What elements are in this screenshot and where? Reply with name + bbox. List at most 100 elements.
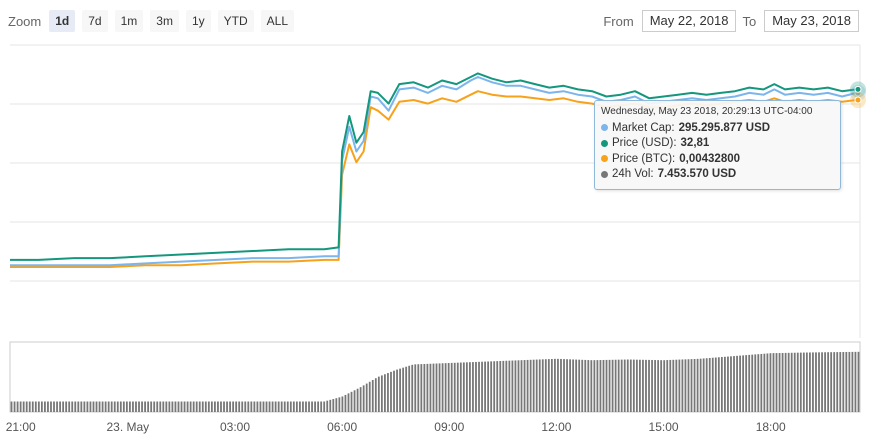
price-btc-hover-marker [854, 96, 862, 104]
zoom-button-1y[interactable]: 1y [185, 10, 211, 32]
volume-bar [751, 354, 754, 412]
x-tick-label: 09:00 [434, 420, 464, 434]
volume-bar [690, 359, 693, 412]
volume-bar [666, 360, 669, 412]
zoom-button-1d[interactable]: 1d [49, 10, 76, 32]
volume-bar [314, 401, 316, 412]
volume-bar [384, 374, 386, 412]
volume-bar [238, 401, 241, 412]
volume-bar [532, 359, 535, 412]
volume-bar [210, 401, 213, 412]
volume-bar [368, 381, 371, 412]
volume-bar [614, 359, 617, 412]
volume-bar [138, 401, 140, 412]
zoom-button-3m[interactable]: 3m [150, 10, 179, 32]
volume-bar [772, 353, 775, 412]
from-date-input[interactable]: May 22, 2018 [641, 10, 737, 32]
volume-bar [335, 398, 338, 412]
volume-bar [678, 359, 681, 412]
volume-bar [220, 401, 222, 412]
volume-bar [292, 401, 295, 412]
volume-bar [235, 401, 238, 412]
volume-bar [295, 401, 298, 412]
volume-bar [566, 359, 568, 412]
volume-bar [62, 401, 65, 412]
volume-bar [98, 401, 101, 412]
volume-bar [848, 351, 851, 412]
volume-bar [620, 359, 623, 412]
volume-bar [550, 358, 553, 412]
volume-bar [796, 352, 799, 412]
volume-bar [262, 401, 265, 412]
volume-bar [286, 401, 289, 412]
volume-bar [40, 401, 43, 412]
volume-bar [733, 356, 735, 412]
volume-bar [541, 359, 544, 412]
to-date-input[interactable]: May 23, 2018 [764, 10, 859, 32]
volume-bar [156, 401, 159, 412]
volume-bar [347, 393, 350, 412]
volume-bar [183, 401, 186, 412]
volume-bar [830, 352, 833, 412]
volume-bar [174, 401, 177, 412]
volume-bar [493, 361, 496, 412]
volume-bar [805, 352, 808, 412]
volume-bar [34, 401, 37, 412]
volume-bar [520, 360, 523, 412]
volume-bar [584, 359, 587, 412]
volume-bar [514, 360, 517, 412]
from-label: From [603, 13, 634, 29]
volume-bar [22, 401, 25, 412]
volume-bar [845, 351, 848, 412]
tooltip-row-market-cap: Market Cap: 295.295.877 USD [601, 120, 834, 136]
volume-bar [827, 352, 830, 412]
volume-bar [651, 359, 653, 412]
volume-bar [387, 373, 389, 412]
volume-bar [31, 401, 34, 412]
volume-bar [89, 401, 92, 412]
volume-bar [13, 401, 16, 412]
volume-bar [107, 401, 110, 412]
zoom-button-1m[interactable]: 1m [114, 10, 144, 32]
volume-dot-icon [601, 170, 608, 178]
volume-bar [19, 401, 22, 412]
volume-bar [517, 360, 520, 412]
volume-bar [842, 352, 845, 412]
volume-bar [593, 360, 596, 412]
volume-bar [10, 401, 13, 412]
zoom-label: Zoom [8, 13, 42, 29]
tooltip-price-btc-value: 0,00432800 [679, 152, 741, 165]
volume-bar [836, 352, 839, 412]
volume-bar [256, 401, 259, 412]
price-btc-dot-icon [601, 155, 608, 163]
volume-bar [37, 401, 40, 412]
volume-bar [323, 401, 326, 412]
zoom-button-all[interactable]: ALL [260, 10, 294, 32]
volume-bar [144, 401, 146, 412]
volume-bar [629, 359, 632, 412]
volume-bar [229, 401, 231, 412]
volume-bar [71, 401, 74, 412]
volume-bar [341, 396, 344, 412]
volume-bar [799, 352, 802, 412]
volume-bar [268, 401, 271, 412]
price-usd-dot-icon [601, 139, 608, 147]
volume-bar [608, 359, 611, 412]
volume-bar [317, 401, 320, 412]
tooltip-volume-value: 7.453.570 USD [657, 168, 737, 181]
x-tick-label: 03:00 [220, 420, 250, 434]
volume-bar [727, 356, 729, 412]
volume-bar [414, 364, 417, 412]
volume-bar [411, 364, 414, 412]
volume-bar [581, 359, 584, 412]
volume-bar [80, 401, 83, 412]
volume-bar [150, 401, 153, 412]
volume-bar [374, 378, 377, 412]
volume-bar [635, 359, 638, 412]
zoom-button-7d[interactable]: 7d [82, 10, 108, 32]
volume-bar [350, 391, 353, 412]
volume-bar [538, 359, 541, 412]
zoom-button-ytd[interactable]: YTD [217, 10, 254, 32]
volume-bar [717, 357, 720, 412]
